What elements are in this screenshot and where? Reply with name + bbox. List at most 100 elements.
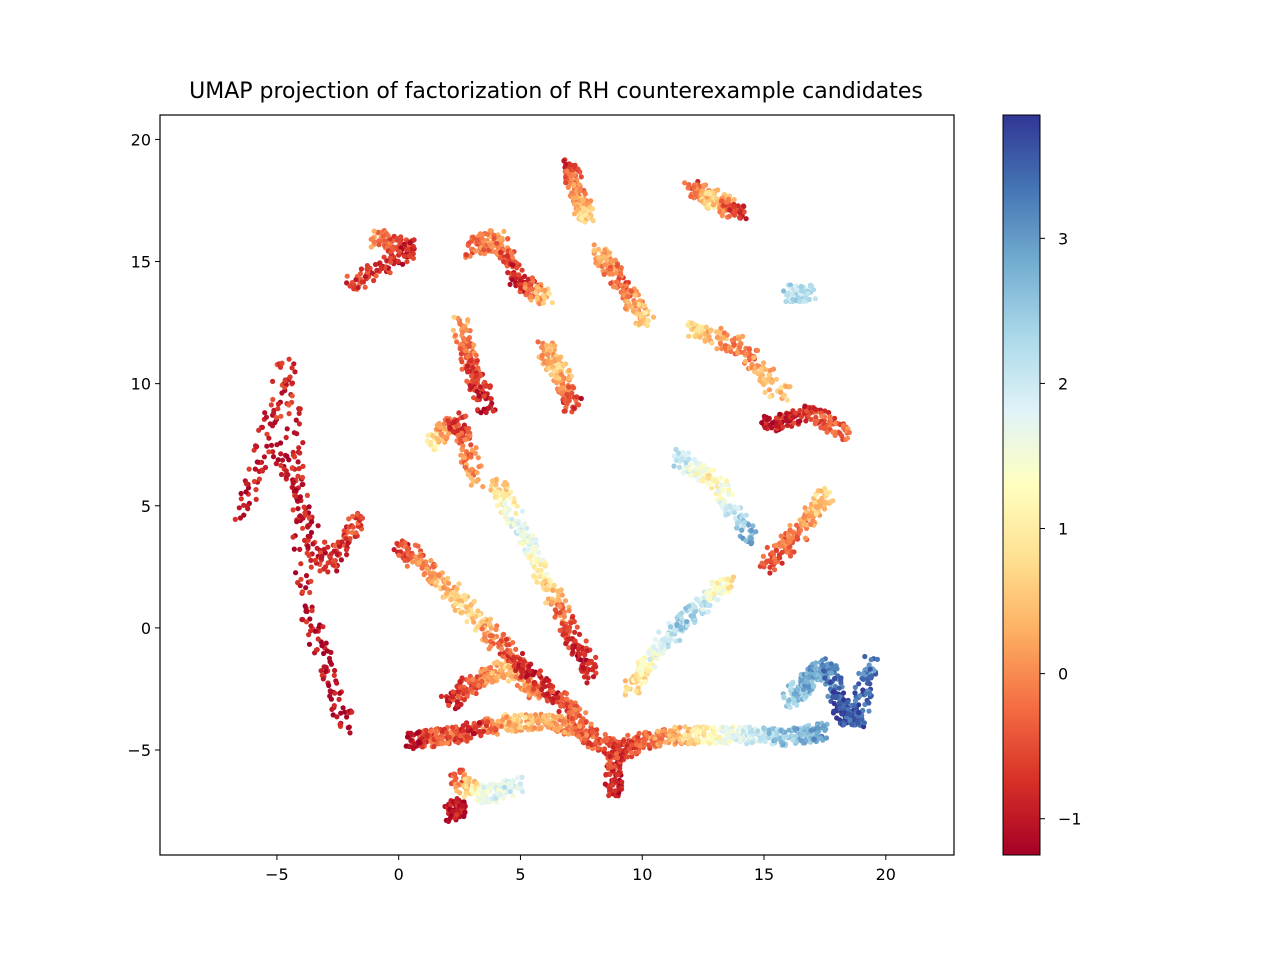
data-point — [408, 737, 414, 743]
data-point — [497, 667, 504, 674]
data-point — [503, 636, 510, 642]
data-point — [312, 628, 318, 634]
data-point — [513, 728, 519, 734]
data-point — [350, 524, 356, 530]
data-point — [786, 697, 792, 704]
data-point — [514, 503, 520, 509]
data-point — [501, 501, 507, 507]
data-point — [576, 713, 583, 719]
data-point — [504, 481, 510, 487]
data-point — [511, 271, 517, 277]
data-point — [483, 409, 489, 416]
data-point — [442, 426, 448, 432]
data-point — [801, 521, 807, 527]
data-point — [637, 743, 643, 749]
data-point — [693, 466, 699, 472]
data-point — [629, 754, 635, 760]
data-point — [513, 510, 519, 517]
data-point — [476, 464, 482, 470]
data-point — [625, 293, 631, 300]
data-point — [509, 783, 515, 789]
data-point — [793, 522, 800, 528]
data-point — [738, 341, 744, 347]
data-point — [831, 708, 837, 714]
data-point — [867, 666, 873, 672]
data-point — [343, 536, 349, 542]
data-point — [578, 395, 584, 402]
data-point — [526, 663, 532, 670]
data-point — [538, 562, 544, 568]
data-point — [270, 378, 276, 384]
data-point — [462, 809, 468, 816]
data-point — [533, 289, 539, 296]
data-point — [463, 252, 469, 258]
data-point — [614, 772, 621, 778]
data-point — [388, 249, 394, 255]
data-point — [707, 740, 713, 747]
data-point — [708, 481, 714, 487]
data-point — [458, 610, 464, 616]
data-point — [415, 739, 421, 745]
data-point — [562, 408, 568, 414]
data-point — [808, 416, 814, 422]
data-point — [565, 184, 571, 190]
data-point — [731, 203, 737, 210]
data-point — [803, 408, 810, 414]
data-point — [487, 241, 493, 248]
data-point — [828, 670, 834, 676]
data-point — [824, 429, 830, 435]
data-point — [451, 771, 457, 777]
data-point — [431, 564, 437, 570]
data-point — [528, 294, 534, 300]
data-point — [761, 725, 767, 731]
data-point — [347, 283, 353, 289]
data-point — [696, 728, 702, 735]
data-point — [445, 418, 451, 424]
data-point — [558, 371, 565, 377]
data-point — [481, 784, 487, 791]
data-point — [362, 284, 368, 290]
data-point — [764, 558, 771, 564]
chart-title: UMAP projection of factorization of RH c… — [189, 79, 923, 104]
data-point — [523, 724, 529, 731]
data-point — [459, 430, 465, 436]
data-point — [705, 475, 711, 481]
data-point — [549, 599, 555, 605]
data-point — [458, 733, 464, 739]
data-point — [550, 683, 556, 690]
data-point — [297, 546, 303, 553]
data-point — [253, 443, 259, 449]
data-point — [466, 677, 472, 683]
data-point — [566, 731, 572, 737]
data-point — [803, 679, 809, 685]
data-point — [344, 273, 350, 279]
data-point — [542, 683, 548, 690]
data-point — [860, 707, 866, 714]
data-point — [452, 332, 459, 338]
scatter-points — [232, 157, 881, 825]
data-point — [803, 418, 809, 424]
data-point — [475, 608, 481, 614]
data-point — [552, 614, 558, 620]
data-point — [516, 272, 522, 278]
data-point — [778, 739, 784, 745]
data-point — [323, 564, 329, 570]
data-point — [475, 683, 481, 689]
data-point — [671, 453, 677, 459]
data-point — [808, 283, 815, 289]
data-point — [466, 775, 472, 781]
data-point — [285, 472, 291, 478]
data-point — [498, 646, 505, 652]
data-point — [404, 734, 411, 740]
data-point — [490, 408, 496, 414]
data-point — [798, 283, 804, 290]
data-point — [559, 620, 565, 627]
data-point — [450, 689, 456, 695]
data-point — [253, 496, 259, 502]
data-point — [617, 747, 623, 753]
data-point — [642, 310, 648, 316]
data-point — [576, 402, 582, 408]
data-point — [513, 667, 519, 674]
data-point — [867, 691, 873, 697]
data-point — [780, 393, 787, 399]
